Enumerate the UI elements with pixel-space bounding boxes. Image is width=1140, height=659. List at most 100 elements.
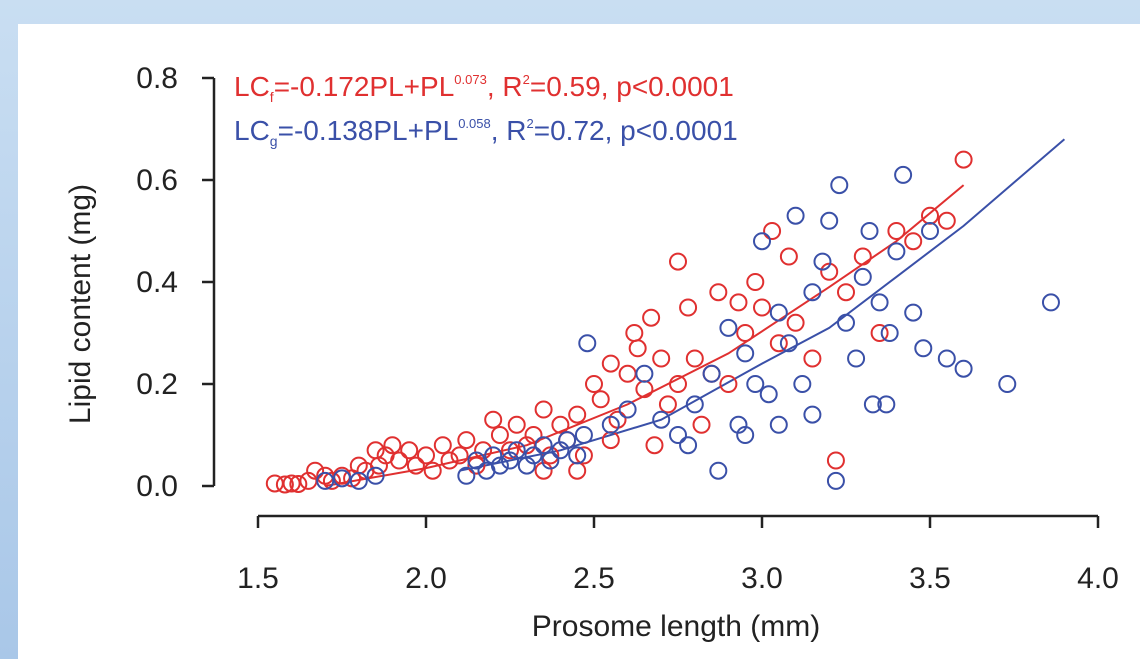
point-s0-54 (692, 415, 711, 434)
x-tick-label-4: 3.5 (909, 562, 951, 595)
point-s1-30 (736, 344, 755, 363)
point-s1-56 (998, 375, 1017, 393)
point-s1-33 (759, 385, 778, 404)
point-s1-1 (333, 469, 351, 488)
point-s0-40 (591, 390, 610, 409)
point-s0-3 (289, 474, 308, 493)
point-s1-43 (837, 313, 855, 332)
point-s1-13 (534, 436, 553, 455)
point-s1-2 (349, 471, 368, 490)
point-s1-62 (736, 426, 755, 444)
point-s1-55 (954, 359, 973, 378)
point-s0-21 (433, 436, 452, 455)
point-s1-49 (887, 242, 906, 261)
point-s0-37 (568, 405, 587, 424)
point-s0-23 (450, 446, 469, 465)
point-s1-52 (914, 339, 933, 358)
point-s0-61 (753, 298, 771, 317)
point-s0-5 (306, 461, 325, 480)
point-s0-72 (887, 222, 906, 240)
point-s0-17 (400, 441, 419, 460)
point-s1-54 (937, 349, 956, 368)
y-tick-label-0: 0.0 (136, 470, 178, 503)
x-tick-label-1: 2.0 (405, 562, 447, 595)
point-s0-47 (642, 308, 661, 327)
point-s0-44 (625, 324, 644, 342)
point-s0-73 (904, 232, 923, 251)
point-s1-12 (524, 446, 543, 465)
point-s1-34 (769, 303, 788, 322)
point-s1-57 (1041, 293, 1060, 312)
point-s1-47 (870, 293, 889, 312)
scatter-chart: 0.0 0.2 0.4 0.6 0.8 1.5 2.0 2.5 3.0 3.5 4.0 Prosom… (64, 62, 1119, 643)
point-s1-42 (830, 176, 849, 195)
point-s0-27 (484, 410, 503, 429)
x-tick-label-5: 4.0 (1077, 562, 1119, 595)
point-s0-56 (709, 283, 728, 302)
point-s0-62 (763, 222, 782, 240)
y-tick-label-1: 0.2 (136, 368, 178, 401)
fit-curve-0 (325, 184, 965, 487)
point-s1-25 (685, 395, 704, 414)
point-s0-15 (383, 436, 402, 455)
fit-curve-1 (459, 138, 1066, 472)
point-s1-24 (669, 426, 687, 444)
point-s1-22 (635, 364, 654, 383)
point-s1-21 (618, 400, 637, 419)
point-s0-79 (568, 461, 587, 480)
point-s1-36 (786, 206, 805, 225)
point-s1-20 (601, 415, 620, 434)
y-tick-label-3: 0.6 (136, 164, 178, 197)
equation-annotation-0: LCf=-0.172PL+PL0.073, R2=0.59, p<0.0001 (234, 71, 734, 105)
point-s1-4 (457, 466, 476, 485)
point-s0-43 (618, 364, 637, 383)
point-s1-26 (702, 364, 721, 383)
point-s1-27 (709, 461, 728, 480)
y-tick-label-4: 0.8 (136, 62, 178, 95)
point-s0-12 (366, 441, 385, 460)
point-s0-63 (769, 334, 788, 353)
point-s0-38 (574, 446, 593, 465)
point-s0-57 (719, 375, 738, 393)
point-s0-74 (921, 206, 939, 225)
point-s0-32 (524, 426, 543, 444)
point-s0-70 (853, 247, 872, 266)
point-s0-25 (467, 456, 486, 475)
point-s0-20 (423, 461, 442, 480)
point-s0-53 (685, 349, 704, 368)
point-s0-45 (628, 339, 647, 358)
point-s0-52 (679, 298, 698, 317)
point-s1-60 (803, 405, 822, 424)
point-s1-19 (578, 334, 597, 353)
point-s1-28 (719, 318, 738, 337)
point-s0-16 (390, 451, 409, 470)
point-s0-30 (507, 415, 526, 434)
point-s1-58 (880, 324, 899, 342)
point-s1-40 (820, 211, 839, 230)
point-s0-29 (501, 441, 519, 460)
point-s0-75 (937, 211, 956, 230)
y-tick-label-2: 0.4 (136, 266, 178, 299)
point-s1-45 (853, 267, 872, 286)
point-s0-66 (803, 349, 822, 368)
x-tick-label-3: 3.0 (741, 562, 783, 595)
point-s1-63 (679, 436, 698, 455)
point-s0-71 (870, 324, 889, 342)
point-s0-41 (601, 354, 620, 373)
point-s1-46 (863, 395, 882, 414)
point-s0-76 (954, 150, 973, 169)
point-s1-37 (793, 375, 812, 393)
point-s1-23 (652, 410, 671, 429)
point-s1-61 (769, 415, 788, 434)
point-s0-24 (457, 431, 476, 450)
point-s1-32 (753, 232, 771, 251)
point-s0-39 (585, 375, 603, 393)
equation-annotations: LCf=-0.172PL+PL0.073, R2=0.59, p<0.0001 L… (234, 71, 738, 149)
point-s0-49 (652, 349, 671, 368)
point-s0-59 (736, 324, 755, 342)
point-s1-48 (877, 395, 896, 414)
point-s1-53 (921, 222, 939, 240)
point-s0-2 (282, 474, 301, 493)
chart-frame: 0.0 0.2 0.4 0.6 0.8 1.5 2.0 2.5 3.0 3.5 4.0 Prosom… (18, 24, 1140, 659)
point-s0-46 (635, 380, 654, 399)
